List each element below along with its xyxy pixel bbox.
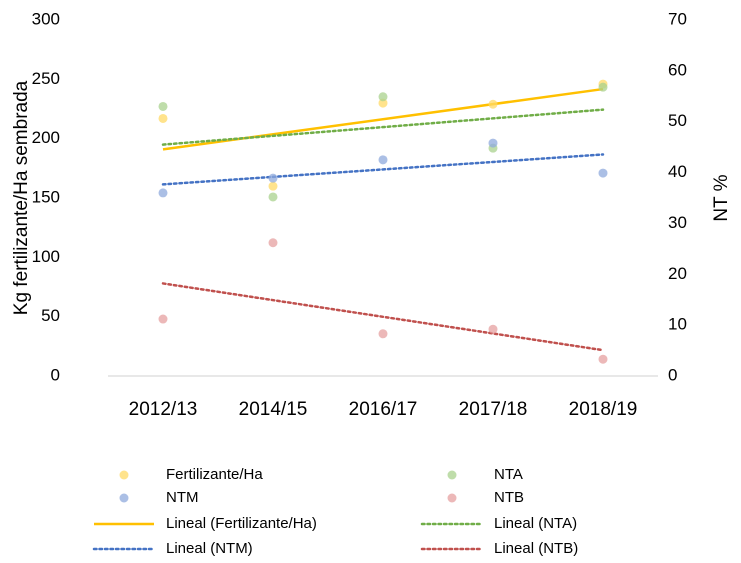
legend-label: Lineal (NTM)	[166, 540, 253, 557]
y2-tick-label: 40	[668, 162, 687, 181]
x-tick-label: 2017/18	[459, 399, 528, 420]
legend-label: Lineal (NTA)	[494, 515, 577, 532]
y-axis-label: Kg fertilizante/Ha sembrada	[11, 80, 32, 315]
y2-tick-label: 60	[668, 60, 687, 79]
legend-marker	[119, 470, 129, 480]
legend-label: Fertilizante/Ha	[166, 466, 263, 483]
x-tick-label: 2018/19	[569, 399, 638, 420]
y2-tick-label: 0	[668, 365, 677, 384]
point	[378, 92, 388, 102]
legend-marker	[447, 493, 457, 503]
trendline	[161, 153, 605, 186]
y-tick-label: 100	[32, 247, 60, 266]
y2-tick-label: 30	[668, 213, 687, 232]
x-tick-label: 2016/17	[349, 399, 418, 420]
x-tick-label: 2014/15	[239, 399, 308, 420]
point	[488, 138, 498, 148]
point	[158, 113, 168, 123]
y-tick-label: 150	[32, 187, 60, 206]
point	[378, 329, 388, 339]
point	[598, 82, 608, 92]
y-tick-label: 200	[32, 128, 60, 147]
legend-label: Lineal (Fertilizante/Ha)	[166, 515, 317, 532]
y-tick-label: 300	[32, 9, 60, 28]
y2-tick-label: 20	[668, 264, 687, 283]
point	[158, 101, 168, 111]
point	[598, 354, 608, 364]
y-tick-label: 50	[41, 306, 60, 325]
trendline	[161, 282, 605, 352]
y-tick-label: 0	[51, 365, 60, 384]
point	[268, 238, 278, 248]
point	[268, 192, 278, 202]
legend-label: NTM	[166, 489, 199, 506]
y2-axis-label: NT %	[711, 174, 732, 221]
trendline	[161, 108, 605, 146]
point	[268, 181, 278, 191]
point	[158, 314, 168, 324]
point	[378, 98, 388, 108]
legend-label: NTA	[494, 466, 523, 483]
y2-tick-label: 70	[668, 9, 687, 28]
point	[488, 99, 498, 109]
legend-label: Lineal (NTB)	[494, 540, 578, 557]
point	[378, 155, 388, 165]
y2-tick-label: 50	[668, 111, 687, 130]
point	[268, 173, 278, 183]
legend-marker	[119, 493, 129, 503]
x-tick-label: 2012/13	[129, 399, 198, 420]
point	[488, 324, 498, 334]
legend-marker	[447, 470, 457, 480]
point	[158, 188, 168, 198]
y2-tick-label: 10	[668, 315, 687, 334]
point	[598, 168, 608, 178]
legend-label: NTB	[494, 489, 524, 506]
y-tick-label: 250	[32, 69, 60, 88]
